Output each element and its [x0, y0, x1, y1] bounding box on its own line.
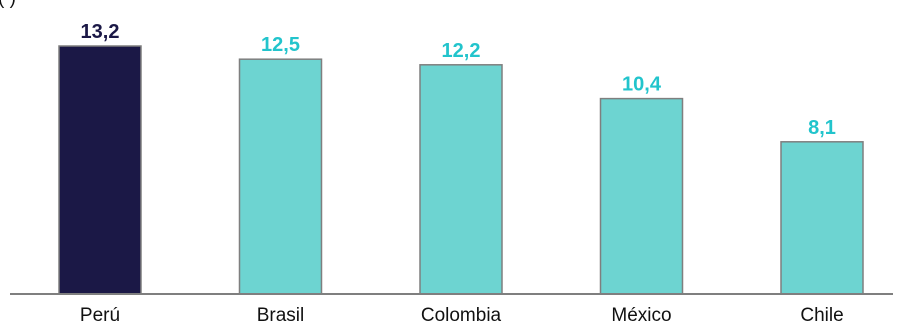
category-label-méxico: México — [611, 305, 671, 326]
category-label-colombia: Colombia — [421, 305, 502, 326]
bar-chile — [780, 141, 864, 295]
value-label-colombia: 12,2 — [442, 40, 481, 62]
value-label-perú: 13,2 — [81, 21, 120, 43]
category-labels-layer: Perú Brasil Colombia México Chile — [80, 305, 844, 326]
bar-méxico — [599, 97, 684, 295]
value-label-brasil: 12,5 — [261, 34, 300, 56]
value-label-méxico: 10,4 — [622, 74, 662, 96]
category-label-brasil: Brasil — [257, 305, 305, 326]
category-label-perú: Perú — [80, 305, 120, 326]
bar-perú — [58, 45, 142, 295]
bars-layer — [58, 45, 864, 295]
bar-colombia — [419, 64, 503, 295]
value-label-chile: 8,1 — [808, 117, 836, 139]
category-label-chile: Chile — [800, 305, 843, 326]
bar-brasil — [238, 58, 323, 295]
value-labels-layer: 13,2 12,5 12,2 10,4 8,1 — [81, 21, 836, 139]
chart-subtitle: ( ) — [0, 0, 16, 9]
